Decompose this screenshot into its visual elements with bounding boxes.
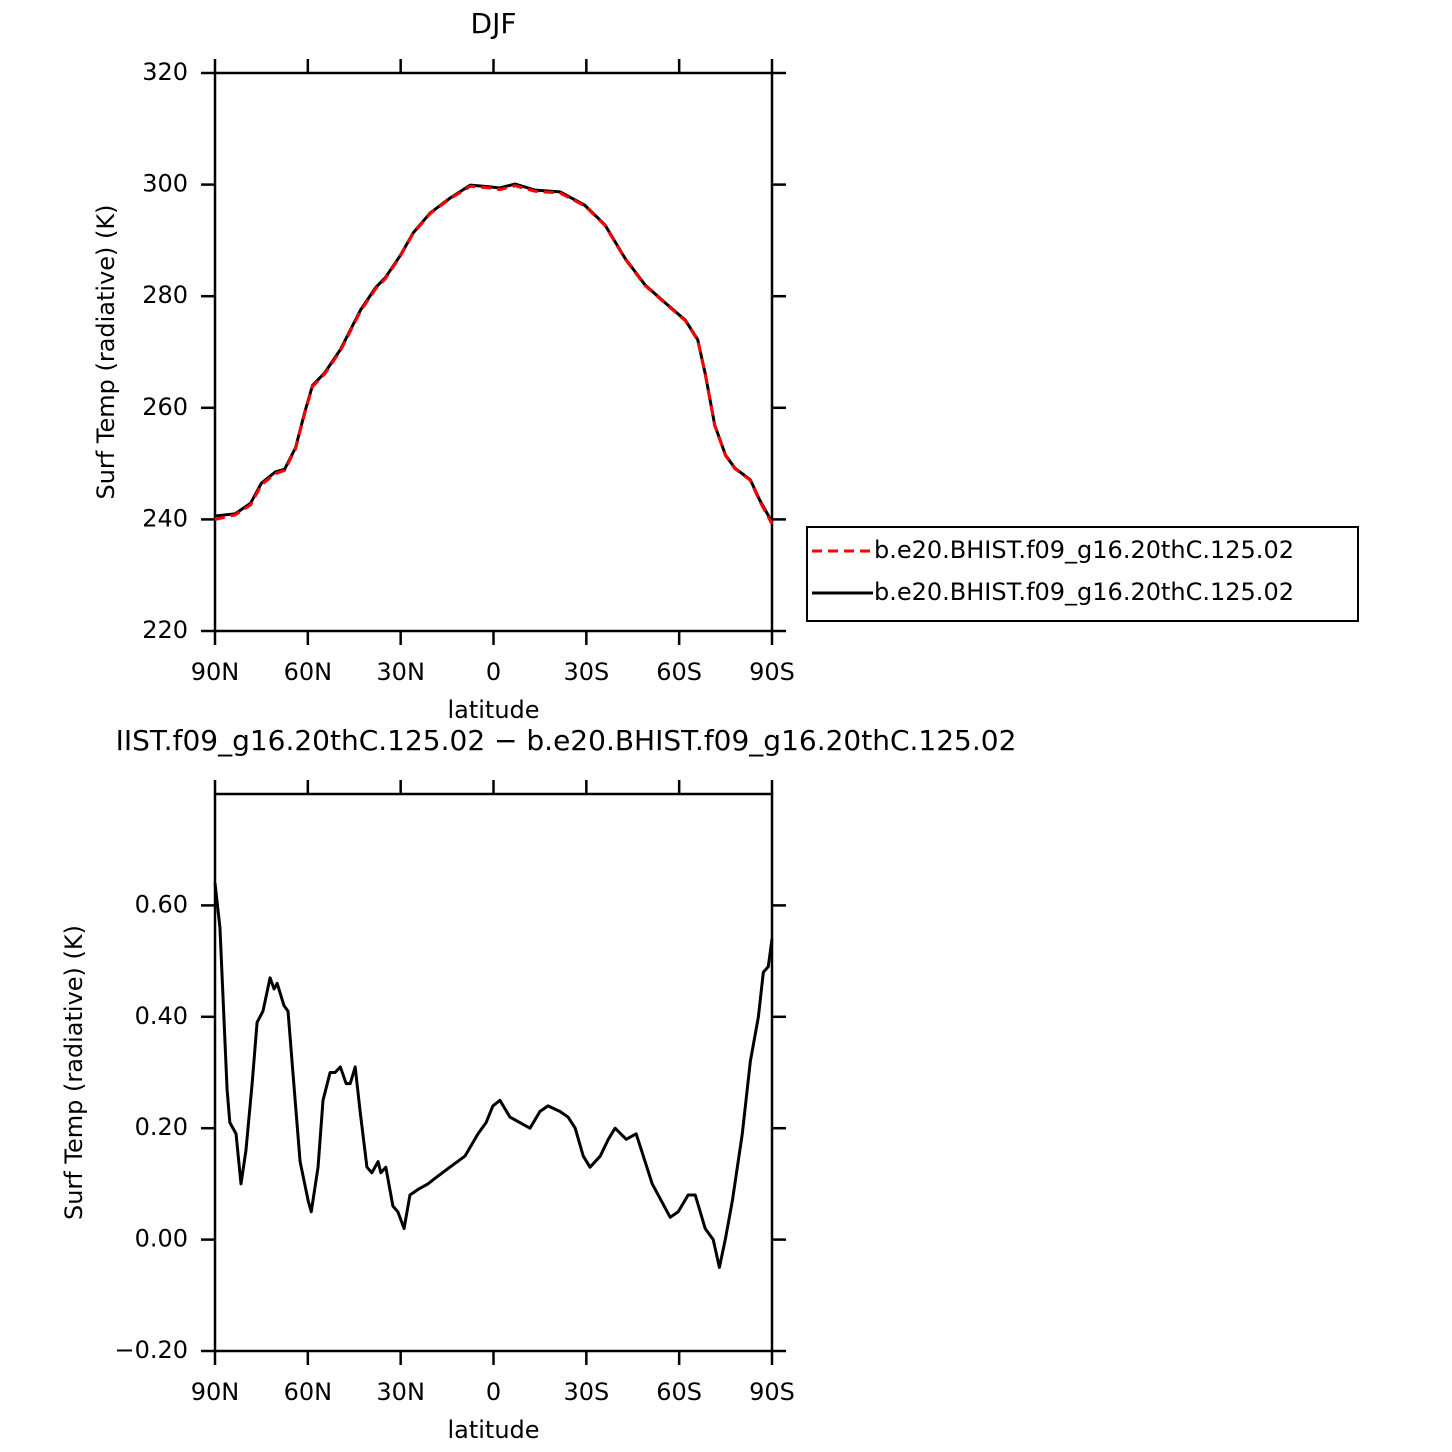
data-line: [214, 182, 774, 523]
x-tick-label: 90S: [749, 1378, 795, 1406]
x-tick-label: 60N: [284, 1378, 333, 1406]
x-tick-label: 30S: [563, 1378, 609, 1406]
y-tick-label: 300: [142, 170, 188, 198]
y-tick-label: 220: [142, 616, 188, 644]
legend-label: b.e20.BHIST.f09_g16.20thC.125.02: [874, 578, 1294, 606]
x-tick-label: 60S: [656, 1378, 702, 1406]
y-tick-label: 0.00: [135, 1225, 188, 1253]
y-tick-label: 240: [142, 504, 188, 532]
chart-title: DJF: [471, 7, 517, 40]
y-tick-label: 320: [142, 58, 188, 86]
x-tick-label: 60N: [284, 658, 333, 686]
x-tick-label: 30N: [376, 1378, 425, 1406]
y-tick-label: 0.20: [135, 1113, 188, 1141]
plot-frame: [213, 71, 774, 633]
x-tick-label: 0: [486, 1378, 501, 1406]
x-axis-label: latitude: [447, 696, 539, 724]
x-tick-label: 0: [486, 658, 501, 686]
x-tick-label: 90N: [191, 658, 240, 686]
x-tick-label: 30N: [376, 658, 425, 686]
x-tick-label: 90N: [191, 1378, 240, 1406]
x-tick-label: 60S: [656, 658, 702, 686]
y-tick-label: 0.60: [135, 890, 188, 918]
x-axis-label: latitude: [447, 1416, 539, 1444]
legend-label: b.e20.BHIST.f09_g16.20thC.125.02: [874, 536, 1294, 564]
data-line: [214, 184, 774, 525]
legend-box: [806, 526, 1359, 622]
y-tick-label: 0.40: [135, 1002, 188, 1030]
chart-title: IIST.f09_g16.20thC.125.02 − b.e20.BHIST.…: [116, 724, 1017, 757]
y-axis-label: Surf Temp (radiative) (K): [60, 925, 88, 1220]
y-axis-label: Surf Temp (radiative) (K): [92, 204, 120, 499]
data-line: [213, 882, 774, 1269]
y-tick-label: 280: [142, 281, 188, 309]
y-tick-label: −0.20: [114, 1336, 188, 1364]
x-tick-label: 90S: [749, 658, 795, 686]
x-tick-label: 30S: [563, 658, 609, 686]
plot-frame: [213, 792, 774, 1353]
y-tick-label: 260: [142, 393, 188, 421]
